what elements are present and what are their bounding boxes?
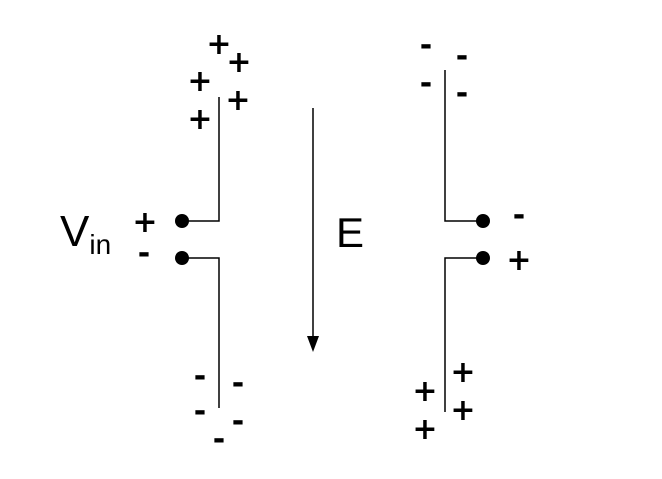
- charge-mark: +: [187, 102, 212, 137]
- charge-mark: -: [456, 76, 468, 111]
- source-polarity-top: +: [132, 205, 157, 240]
- source-symbol: V: [60, 207, 90, 256]
- right-polarity-bottom: +: [506, 243, 531, 278]
- charge-mark: -: [456, 39, 468, 74]
- charge-mark: +: [412, 412, 437, 447]
- right-wire: [444, 70, 482, 412]
- charge-mark: +: [225, 83, 250, 118]
- right-top-terminal: [476, 214, 490, 228]
- charge-mark: -: [232, 404, 244, 439]
- field-label: E: [336, 209, 364, 256]
- right-bottom-terminal: [476, 251, 490, 265]
- charge-mark: +: [206, 27, 231, 62]
- right-top-charges: - - - -: [420, 28, 468, 111]
- source-subscript: in: [89, 229, 111, 260]
- charge-mark: -: [232, 366, 244, 401]
- charge-mark: -: [420, 66, 432, 101]
- charge-mark: -: [420, 28, 432, 63]
- charge-mark: -: [194, 394, 206, 429]
- field-arrow-head: [307, 336, 319, 352]
- left-lower-arm: [183, 257, 220, 408]
- left-bottom-charges: - - - - -: [194, 359, 244, 457]
- left-upper-arm: [183, 97, 220, 222]
- left-top-charges: + + + + +: [187, 27, 251, 137]
- charge-mark: -: [194, 359, 206, 394]
- source-polarity-bottom: -: [138, 236, 150, 271]
- charge-mark: +: [226, 45, 251, 80]
- charge-mark: -: [213, 422, 225, 457]
- source-label: Vin: [60, 207, 111, 260]
- right-polarity-top: -: [513, 198, 525, 233]
- charge-mark: +: [412, 374, 437, 409]
- right-upper-arm: [444, 70, 482, 222]
- right-bottom-charges: + + + +: [412, 355, 475, 447]
- left-top-terminal: [175, 214, 189, 228]
- left-bottom-terminal: [175, 251, 189, 265]
- charge-mark: +: [187, 64, 212, 99]
- right-lower-arm: [444, 257, 482, 412]
- charge-mark: +: [450, 355, 475, 390]
- charge-mark: +: [450, 393, 475, 428]
- left-wire: [183, 97, 220, 408]
